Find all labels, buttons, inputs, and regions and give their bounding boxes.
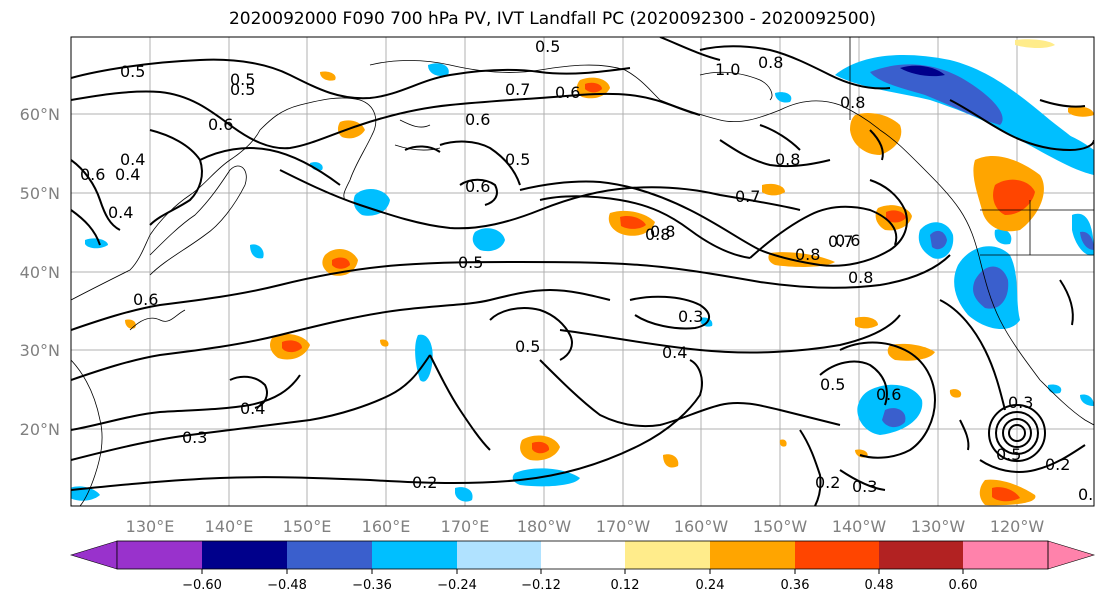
- contour-label: 0.6: [465, 177, 490, 196]
- contour-label: 0.5: [120, 62, 145, 81]
- lon-label: 170°W: [596, 517, 651, 536]
- colorbar-extend-high: [1047, 540, 1096, 570]
- colorbar-tick-label: −0.24: [437, 578, 477, 593]
- contour-label: 0.5: [535, 37, 560, 56]
- contour-labels: 0.5 0.5 0.6 0.7 0.6 0.6 0.5 0.6 0.5 0.4 …: [80, 37, 1103, 504]
- lon-label: 150°W: [753, 517, 808, 536]
- contour-label: 1.0: [715, 60, 740, 79]
- colorbar-swatch: [117, 541, 202, 569]
- contour-label: 0.8: [650, 222, 675, 241]
- contour-label: 0.8: [758, 53, 783, 72]
- contour-label: 0.7: [735, 187, 760, 206]
- lat-label: 60°N: [20, 105, 60, 124]
- contour-label: 0.6: [80, 165, 105, 184]
- lat-label: 30°N: [20, 341, 60, 360]
- contour-label: 0.5: [515, 337, 540, 356]
- latitude-labels: 60°N 50°N 40°N 30°N 20°N: [20, 105, 60, 439]
- contour-label: 0.6: [835, 231, 860, 250]
- lon-label: 170°E: [441, 517, 490, 536]
- lon-label: 120°W: [990, 517, 1045, 536]
- map-area: 0.5 0.5 0.6 0.7 0.6 0.6 0.5 0.6 0.5 0.4 …: [71, 37, 1103, 506]
- lon-label: 180°W: [517, 517, 572, 536]
- contour-label: 0.6: [876, 385, 901, 404]
- map-frame: [70, 36, 1095, 507]
- colorbar-tick-label: −0.60: [182, 578, 222, 593]
- contour-label: 0.6: [208, 115, 233, 134]
- colorbar-tick-label: 0.48: [865, 578, 894, 593]
- contour-label: 0.8: [840, 93, 865, 112]
- colorbar-swatch: [625, 541, 710, 569]
- colorbar-swatch: [372, 541, 457, 569]
- positive-ivt-shading: [125, 39, 1094, 506]
- lat-label: 20°N: [20, 420, 60, 439]
- colorbar-swatch: [202, 541, 287, 569]
- contour-label: 0.4: [115, 165, 140, 184]
- contour-label: 0.8: [775, 150, 800, 169]
- contour-label: 0.7: [505, 80, 530, 99]
- contour-label: 0.6: [555, 83, 580, 102]
- colorbar-swatch: [541, 541, 625, 569]
- colorbar-tick-label: −0.48: [267, 578, 307, 593]
- contour-label: 0.3: [1008, 393, 1033, 412]
- contour-label: 0.2: [412, 473, 437, 492]
- contour-label: 0.8: [645, 225, 670, 244]
- colorbar-swatch: [287, 541, 372, 569]
- contour-label: 0.8: [848, 268, 873, 287]
- pv-contours: [71, 37, 1094, 506]
- lat-label: 50°N: [20, 184, 60, 203]
- contour-label: 0.5: [996, 445, 1021, 464]
- lat-label: 40°N: [20, 263, 60, 282]
- lon-label: 140°E: [205, 517, 254, 536]
- colorbar-tick-label: 0.12: [611, 578, 640, 593]
- colorbar-tick-label: −0.36: [352, 578, 392, 593]
- colorbar-swatch: [879, 541, 963, 569]
- contour-label: 0.7: [828, 232, 853, 251]
- lon-label: 140°W: [832, 517, 887, 536]
- colorbar-swatch: [963, 541, 1048, 569]
- contour-label: 0.4: [108, 203, 133, 222]
- gridlines: [71, 37, 1094, 506]
- colorbar-swatch: [710, 541, 795, 569]
- contour-label: 0.4: [120, 150, 145, 169]
- longitude-labels: 130°E 140°E 150°E 160°E 170°E 180°W 170°…: [126, 517, 1045, 536]
- map-title: 2020092000 F090 700 hPa PV, IVT Landfall…: [228, 9, 876, 29]
- contour-label: 0.6: [465, 110, 490, 129]
- lon-label: 130°E: [126, 517, 175, 536]
- contour-label: 0.8: [795, 245, 820, 264]
- contour-label: 0.5: [820, 375, 845, 394]
- lon-label: 150°E: [283, 517, 332, 536]
- colorbar-swatch: [457, 541, 541, 569]
- contour-label: 0.5: [230, 70, 255, 89]
- lon-label: 130°W: [911, 517, 966, 536]
- contour-label: 0.3: [852, 477, 877, 496]
- lon-label: 160°W: [674, 517, 729, 536]
- contour-label: 0.2: [1045, 455, 1070, 474]
- contour-label: 0.3: [678, 307, 703, 326]
- colorbar-swatch: [795, 541, 879, 569]
- contour-label: 0.2: [815, 473, 840, 492]
- contour-label: 0.3: [182, 428, 207, 447]
- contour-label: 0.5: [230, 80, 255, 99]
- contour-label: 0.4: [240, 399, 265, 418]
- contour-label: 0.5: [505, 150, 530, 169]
- colorbar-tick-label: 0.60: [949, 578, 978, 593]
- colorbar-tick-label: 0.24: [696, 578, 725, 593]
- coastlines: [71, 37, 1094, 506]
- contour-label: 0.2: [1078, 485, 1103, 504]
- lon-label: 160°E: [362, 517, 411, 536]
- colorbar-tick-label: −0.12: [521, 578, 561, 593]
- colorbar: −0.60 −0.48 −0.36 −0.24 −0.12 0.12 0.24 …: [69, 540, 1096, 593]
- contour-label: 0.5: [458, 253, 483, 272]
- colorbar-tick-label: 0.36: [781, 578, 810, 593]
- colorbar-extend-low: [69, 540, 118, 570]
- contour-label: 0.4: [662, 343, 687, 362]
- contour-label: 0.6: [133, 290, 158, 309]
